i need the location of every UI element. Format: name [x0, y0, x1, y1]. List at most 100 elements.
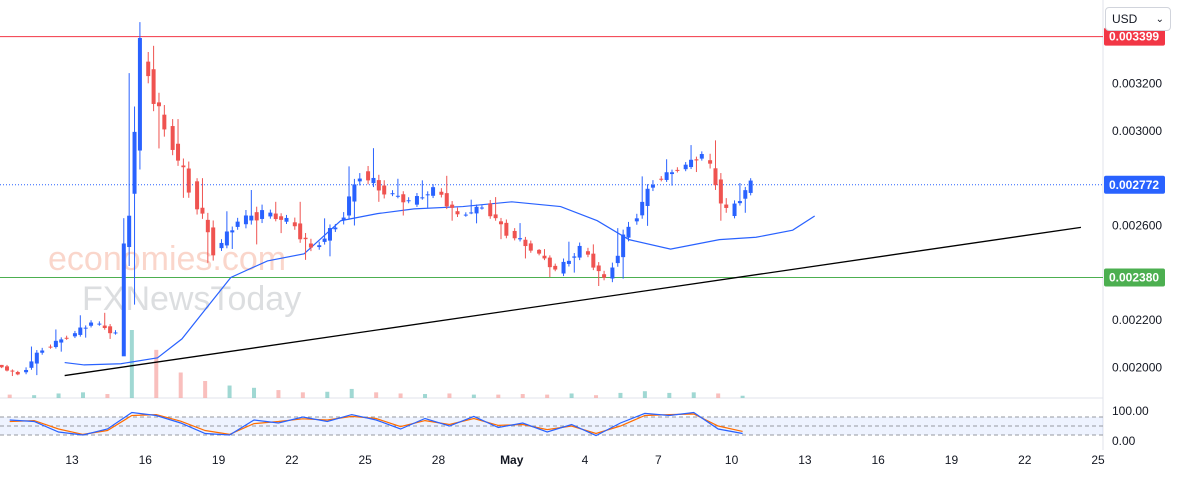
volume-bar [398, 393, 403, 398]
moving-average-layer [64, 201, 815, 366]
candle-body [181, 165, 186, 168]
candle-body [341, 217, 346, 221]
candle-body [713, 168, 718, 186]
candle-body [732, 203, 737, 217]
oscillator-pane: 100.00 0.00 [0, 404, 1149, 448]
candle-body [121, 243, 126, 357]
volume-bar [276, 390, 281, 398]
candle-body [463, 214, 468, 216]
candle-body [450, 204, 455, 208]
price-level-badges: 0.003399 0.002772 0.002380 [1104, 27, 1165, 287]
candle-body [284, 217, 289, 222]
candle-body [689, 159, 694, 168]
volume-bar [252, 387, 257, 398]
volume-bar [7, 394, 12, 398]
candle-body [186, 168, 191, 193]
candle-body [523, 239, 528, 247]
time-tick-label: 22 [285, 453, 299, 467]
candle-body [376, 180, 381, 191]
candle-body [132, 131, 137, 194]
candle-body [249, 215, 254, 221]
candle-body [0, 364, 4, 368]
time-tick-label: 19 [212, 453, 226, 467]
candle-body [176, 143, 181, 161]
candle-body [211, 227, 216, 256]
candle-body [97, 323, 102, 325]
candle-body [83, 327, 88, 329]
currency-selector[interactable]: USD ⌄ [1105, 7, 1171, 31]
time-tick-label: 13 [798, 453, 812, 467]
candle-body [547, 257, 552, 268]
currency-label: USD [1112, 12, 1138, 26]
volume-bar [374, 392, 379, 398]
volume-bar [569, 393, 574, 398]
volume-bar [203, 381, 208, 398]
candle-body [102, 325, 107, 329]
candle-body [347, 196, 352, 216]
time-tick-label: 22 [1018, 453, 1032, 467]
price-tick-label: 0.003200 [1112, 77, 1162, 91]
candle-body [230, 230, 235, 233]
candle-body [596, 265, 601, 272]
time-tick-label: 19 [945, 453, 959, 467]
time-tick-label: 7 [655, 453, 662, 467]
candle-body [626, 226, 631, 238]
price-tick-label: 0.002000 [1112, 360, 1162, 374]
level-badge-label: 0.002380 [1109, 270, 1159, 284]
candle-body [479, 207, 484, 209]
candle-body [455, 211, 460, 215]
volume-bar [545, 394, 550, 398]
candle-body [40, 350, 45, 353]
volume-bar [423, 394, 428, 398]
volume-bar [716, 393, 721, 398]
trendline-layer [64, 226, 1082, 377]
candle-body [395, 195, 400, 197]
time-tick-label: May [500, 453, 524, 467]
volume-bar [471, 394, 476, 398]
candle-body [621, 234, 626, 258]
volume-bar [496, 394, 501, 398]
time-tick-label: 10 [725, 453, 739, 467]
candle-body [292, 222, 297, 227]
candle-body [439, 191, 444, 195]
candles [0, 22, 753, 377]
candle-body [308, 243, 313, 248]
candle-body [664, 172, 669, 180]
candle-body [24, 369, 29, 373]
candle-body [444, 193, 449, 207]
candle-body [137, 38, 142, 151]
candle-body [528, 243, 533, 251]
volume-bar [349, 388, 354, 398]
candle-body [146, 61, 151, 77]
candle-body [200, 207, 205, 214]
candle-body [72, 333, 77, 337]
candle-body [89, 322, 94, 326]
oscillator-tick-label: 100.00 [1112, 404, 1149, 418]
volume-bar [740, 395, 745, 398]
candle-body [488, 203, 493, 217]
candle-body [219, 242, 224, 249]
level-badge [1104, 268, 1165, 287]
candle-body [585, 251, 590, 255]
candle-body [235, 221, 240, 227]
candle-body [298, 223, 303, 240]
candle-body [5, 366, 10, 371]
candle-body [260, 210, 265, 219]
candle-body [195, 181, 200, 210]
volume-bar [300, 392, 305, 398]
candle-body [561, 261, 566, 274]
candle-body [352, 184, 357, 202]
oscillator-band [0, 417, 1103, 435]
candle-body [333, 227, 338, 230]
time-axis-ticks: 13 16 19 22 25 28 May 4 7 10 13 16 19 22 25 [65, 453, 1105, 467]
candle-body [650, 184, 655, 188]
candle-body [29, 361, 34, 368]
time-tick-label: 28 [432, 453, 446, 467]
candle-body [518, 238, 523, 240]
volume-bar [667, 392, 672, 398]
oscillator-tick-label: 0.00 [1112, 434, 1136, 448]
candle-body [572, 256, 577, 258]
candle-body [108, 326, 113, 334]
candle-body [15, 371, 20, 375]
candle-body [268, 212, 273, 217]
